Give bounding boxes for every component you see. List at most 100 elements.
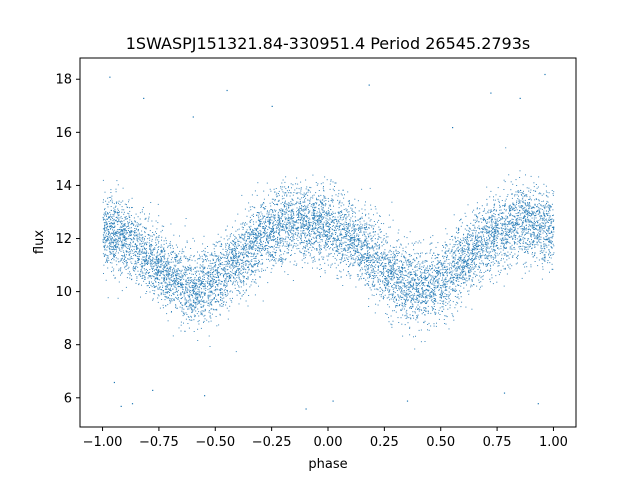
data-point (235, 271, 237, 273)
data-point (358, 244, 360, 246)
data-point (285, 203, 287, 205)
data-point (301, 259, 303, 261)
data-point (540, 247, 542, 249)
data-point (359, 262, 361, 264)
data-point (269, 221, 271, 223)
data-point (220, 252, 221, 254)
data-point (472, 260, 474, 261)
data-point (473, 253, 475, 255)
data-point (157, 260, 159, 262)
data-point (425, 260, 427, 262)
data-point (342, 228, 344, 230)
data-point (211, 252, 213, 254)
data-point (236, 274, 238, 276)
data-point (155, 281, 157, 283)
data-point (181, 275, 183, 277)
data-point (425, 301, 427, 303)
data-point (475, 276, 476, 278)
data-point (352, 233, 354, 235)
data-point (270, 271, 272, 273)
data-point (407, 322, 409, 324)
data-point (139, 239, 141, 241)
data-point (471, 250, 473, 252)
data-point (376, 275, 378, 277)
data-point (215, 288, 217, 290)
data-point (394, 272, 396, 274)
data-point (524, 203, 526, 205)
data-point (344, 224, 346, 226)
data-point (456, 270, 458, 272)
data-point (268, 235, 270, 237)
data-point (245, 283, 247, 285)
data-point (465, 259, 466, 261)
data-point (353, 242, 355, 244)
data-point (400, 291, 401, 293)
data-point (224, 281, 225, 283)
data-point (133, 224, 135, 226)
data-point (267, 220, 269, 222)
data-point (537, 238, 538, 240)
data-point (429, 252, 431, 254)
data-point (285, 226, 287, 228)
data-point (357, 200, 359, 202)
data-point (166, 286, 168, 288)
data-point (504, 268, 506, 270)
data-point (133, 251, 135, 253)
data-point (304, 207, 306, 209)
data-point (120, 220, 122, 222)
data-point (434, 290, 436, 292)
data-point (151, 235, 153, 237)
data-point (214, 301, 216, 303)
data-point (529, 211, 530, 213)
data-point (108, 197, 110, 198)
data-point (451, 248, 453, 250)
data-point (214, 251, 216, 253)
data-point (205, 288, 207, 289)
data-point (260, 240, 261, 242)
data-point (378, 265, 380, 267)
data-point (132, 240, 134, 242)
data-point (235, 237, 237, 239)
data-point (397, 282, 399, 284)
data-point (303, 253, 305, 255)
data-point (245, 251, 247, 253)
data-point (155, 257, 157, 259)
data-point (441, 279, 443, 281)
data-point (385, 267, 387, 269)
data-point (340, 248, 342, 250)
data-point (524, 220, 526, 222)
data-point (530, 189, 532, 191)
data-point (160, 292, 162, 294)
data-point (229, 234, 231, 236)
data-point (416, 297, 418, 299)
data-point (139, 273, 141, 275)
data-point (231, 249, 233, 251)
data-point (382, 290, 383, 292)
data-point (238, 251, 240, 253)
data-point (491, 235, 493, 237)
data-point (328, 253, 330, 255)
data-point (311, 246, 313, 248)
data-point (405, 270, 407, 272)
data-point (280, 261, 282, 262)
data-point (505, 232, 507, 234)
data-point (183, 292, 185, 294)
data-point (538, 235, 540, 237)
data-point (508, 212, 510, 214)
data-point (285, 176, 287, 178)
data-point (229, 271, 231, 273)
data-point (461, 266, 463, 268)
data-point (186, 273, 188, 275)
data-point (131, 231, 132, 233)
data-point (427, 305, 429, 307)
data-point (107, 217, 109, 219)
data-point (180, 279, 182, 281)
data-point (216, 325, 218, 327)
data-point (111, 216, 113, 218)
data-point (202, 270, 204, 272)
data-point (218, 260, 220, 262)
data-point (242, 294, 244, 295)
data-point (415, 301, 417, 303)
data-point (248, 295, 250, 296)
data-point (388, 259, 390, 261)
